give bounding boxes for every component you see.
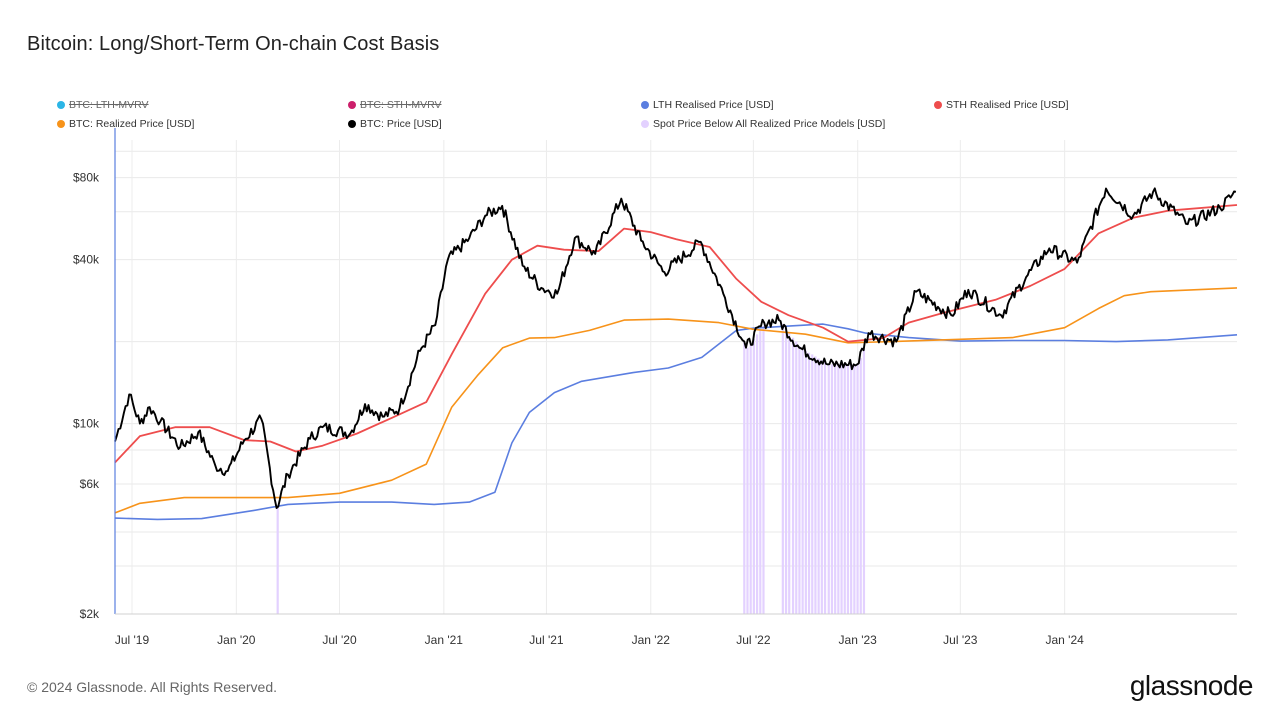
highlight-bar [817,358,820,614]
series-line [114,287,1238,514]
legend-dot-icon [641,101,649,109]
highlight-bar [823,362,827,614]
highlight-bar [762,325,765,614]
highlight-bar [862,348,866,614]
highlight-bar [804,350,807,614]
legend-dot-icon [934,101,942,109]
highlight-bar [811,354,814,614]
highlight-bar [752,339,755,614]
x-tick-label: Jan '22 [632,633,671,647]
legend-label: BTC: LTH-MVRV [69,99,149,111]
legend-label: Spot Price Below All Realized Price Mode… [653,118,886,130]
legend-label: BTC: Realized Price [USD] [69,118,195,130]
highlight-bar [781,323,784,614]
x-tick-label: Jul '19 [115,633,150,647]
brand-logo: glassnode [1129,670,1254,701]
highlight-bar [759,329,762,614]
highlight-bar [856,364,859,614]
legend-dot-icon [641,120,649,128]
legend-label: LTH Realised Price [USD] [653,99,774,111]
series-lines [114,187,1238,521]
legend-label: STH Realised Price [USD] [946,99,1069,111]
legend-label: BTC: Price [USD] [360,118,442,130]
highlight-bar [846,364,850,614]
legend-item[interactable]: LTH Realised Price [USD] [641,99,774,111]
highlight-bar [840,364,843,614]
highlight-bar [788,332,791,614]
x-tick-label: Jan '21 [425,633,464,647]
y-tick-label: $2k [80,607,100,621]
copyright-text: © 2024 Glassnode. All Rights Reserved. [27,679,278,695]
highlight-bar [850,364,853,614]
axes [114,128,1237,615]
series-line [114,323,1238,521]
y-axis-labels: $2k $6k $10k $40k $80k [73,171,100,621]
highlight-bar [830,364,834,614]
y-tick-label: $6k [80,477,100,491]
gridlines [115,140,1237,615]
highlight-bar [276,508,279,614]
highlight-bar [827,364,830,614]
x-tick-label: Jul '21 [529,633,564,647]
legend-label: BTC: STH-MVRV [360,99,442,111]
y-tick-label: $40k [73,253,100,267]
highlight-bar [837,364,840,614]
legend-item[interactable]: BTC: LTH-MVRV [57,99,149,111]
x-tick-label: Jan '20 [217,633,256,647]
highlight-bar [743,340,746,614]
x-tick-label: Jan '23 [839,633,878,647]
highlight-bar [859,358,862,614]
highlight-bar [814,356,817,614]
y-tick-label: $10k [73,417,100,431]
highlight-bar [784,327,788,614]
legend-dot-icon [348,101,356,109]
legend-dot-icon [348,120,356,128]
legend-item[interactable]: STH Realised Price [USD] [934,99,1069,111]
y-tick-label: $80k [73,171,100,185]
legend-item[interactable]: BTC: Price [USD] [348,118,442,130]
legend-item[interactable]: BTC: STH-MVRV [348,99,441,111]
highlight-bar [755,334,759,614]
highlight-bar [853,364,856,614]
highlight-bar [746,347,749,614]
x-tick-label: Jan '24 [1045,633,1084,647]
highlight-bar [820,360,823,614]
legend-item[interactable]: BTC: Realized Price [USD] [57,118,194,130]
legend-item[interactable]: Spot Price Below All Realized Price Mode… [641,118,885,130]
x-tick-label: Jul '20 [322,633,357,647]
chart-title: Bitcoin: Long/Short-Term On-chain Cost B… [27,33,440,55]
highlight-bar [843,364,846,614]
highlight-bar [807,352,811,614]
highlight-bar [795,341,798,614]
x-axis-labels: Jul '19 Jan '20 Jul '20 Jan '21 Jul '21 Jan '… [115,633,1084,647]
highlight-bar [801,348,804,614]
x-tick-label: Jul '23 [943,633,978,647]
series-line [114,187,1237,509]
highlight-bars [276,323,866,614]
legend-dot-icon [57,120,65,128]
highlight-bar [798,346,801,614]
highlight-bar [791,337,795,614]
highlight-bar [749,342,752,614]
highlight-bar [834,364,837,614]
legend-dot-icon [57,101,65,109]
x-tick-label: Jul '22 [736,633,771,647]
